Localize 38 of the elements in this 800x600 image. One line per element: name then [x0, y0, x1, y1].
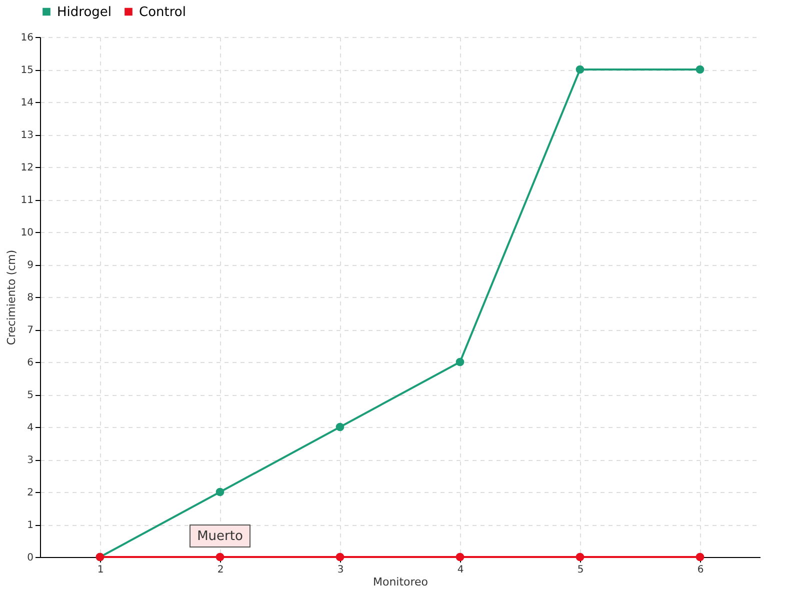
x-tick-label: 6	[697, 564, 704, 576]
y-tick-label: 4	[27, 422, 34, 434]
point	[336, 422, 344, 432]
y-tick-label: 8	[27, 292, 34, 304]
y-tick-label: 5	[27, 390, 34, 401]
legend-label: Control	[139, 4, 186, 20]
y-tick-label: 0	[27, 552, 34, 564]
x-tick-label: 5	[577, 564, 584, 576]
y-tick-label: 10	[20, 228, 34, 238]
y-tick-label: 6	[27, 358, 34, 368]
x-tick-label: 1	[97, 564, 104, 576]
y-tick-label: 11	[20, 195, 34, 206]
point	[456, 358, 464, 366]
y-tick-label: 16	[20, 32, 34, 44]
y-tick-label: 3	[27, 455, 34, 466]
annotation: Muerto	[197, 529, 243, 544]
x-tick-label: 2	[217, 564, 224, 576]
y-tick-label: 7	[27, 325, 34, 336]
x-axis-title: Monitoreo	[372, 576, 428, 588]
x-tick-label: 4	[457, 564, 464, 576]
y-tick-label: 14	[20, 98, 34, 108]
legend-label: Hidrogel	[57, 4, 112, 20]
point	[696, 65, 704, 74]
point	[576, 65, 584, 74]
point	[216, 488, 224, 496]
point	[336, 552, 344, 562]
y-axis-title: Crecimiento (cm)	[4, 250, 18, 346]
point	[216, 552, 224, 562]
y-tick-label: 12	[20, 162, 34, 174]
point	[576, 552, 584, 562]
y-tick-label: 15	[20, 65, 34, 76]
x-tick-label: 3	[337, 564, 344, 576]
y-tick-label: 2	[27, 488, 34, 498]
point	[456, 552, 464, 562]
y-tick-label: 9	[27, 260, 34, 271]
y-tick-label: 13	[20, 130, 34, 141]
y-tick-label: 1	[27, 520, 34, 531]
point	[696, 552, 704, 562]
